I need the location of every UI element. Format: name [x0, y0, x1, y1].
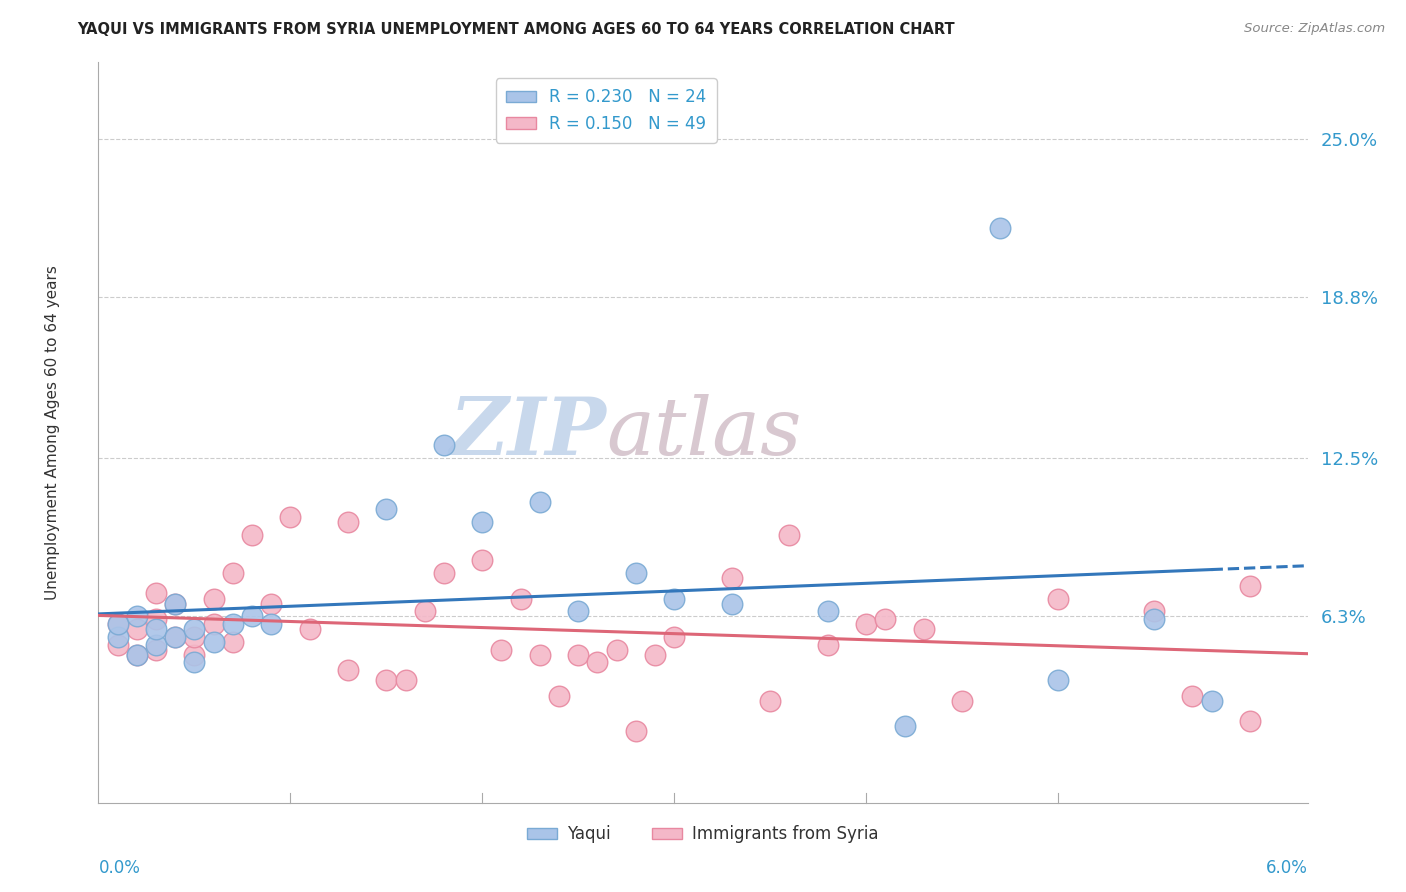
Point: [875, 612, 897, 626]
Point: [471, 515, 494, 529]
Point: [817, 638, 839, 652]
Point: [107, 638, 129, 652]
Point: [107, 617, 129, 632]
Point: [240, 609, 263, 624]
Point: [222, 635, 245, 649]
Point: [1239, 714, 1261, 728]
Point: [509, 591, 531, 606]
Point: [433, 566, 456, 580]
Point: [125, 648, 148, 662]
Point: [183, 648, 205, 662]
Point: [202, 591, 225, 606]
Point: [145, 612, 167, 626]
Point: [1047, 591, 1070, 606]
Text: Unemployment Among Ages 60 to 64 years: Unemployment Among Ages 60 to 64 years: [45, 265, 60, 600]
Point: [529, 648, 551, 662]
Point: [567, 648, 589, 662]
Point: [145, 638, 167, 652]
Point: [624, 566, 647, 580]
Point: [855, 617, 877, 632]
Point: [1181, 689, 1204, 703]
Point: [586, 656, 609, 670]
Point: [778, 527, 800, 541]
Point: [145, 642, 167, 657]
Text: atlas: atlas: [606, 394, 801, 471]
Point: [606, 642, 628, 657]
Point: [125, 622, 148, 636]
Point: [990, 221, 1012, 235]
Point: [664, 630, 686, 644]
Point: [1201, 694, 1223, 708]
Point: [1047, 673, 1070, 688]
Point: [260, 617, 283, 632]
Point: [375, 673, 398, 688]
Point: [183, 630, 205, 644]
Point: [183, 622, 205, 636]
Legend: Yaqui, Immigrants from Syria: Yaqui, Immigrants from Syria: [520, 819, 886, 850]
Point: [413, 604, 436, 618]
Point: [183, 656, 205, 670]
Point: [720, 597, 742, 611]
Point: [165, 630, 187, 644]
Point: [1143, 612, 1166, 626]
Point: [298, 622, 321, 636]
Point: [471, 553, 494, 567]
Point: [240, 527, 263, 541]
Text: 0.0%: 0.0%: [98, 859, 141, 877]
Point: [394, 673, 416, 688]
Point: [222, 566, 245, 580]
Point: [165, 630, 187, 644]
Point: [222, 617, 245, 632]
Text: 6.0%: 6.0%: [1265, 859, 1308, 877]
Point: [280, 509, 302, 524]
Point: [491, 642, 513, 657]
Point: [125, 648, 148, 662]
Point: [433, 438, 456, 452]
Point: [107, 630, 129, 644]
Point: [165, 597, 187, 611]
Point: [375, 502, 398, 516]
Point: [664, 591, 686, 606]
Point: [1143, 604, 1166, 618]
Point: [107, 617, 129, 632]
Point: [202, 617, 225, 632]
Point: [336, 515, 359, 529]
Point: [893, 719, 915, 733]
Point: [336, 663, 359, 677]
Point: [260, 597, 283, 611]
Text: YAQUI VS IMMIGRANTS FROM SYRIA UNEMPLOYMENT AMONG AGES 60 TO 64 YEARS CORRELATIO: YAQUI VS IMMIGRANTS FROM SYRIA UNEMPLOYM…: [77, 22, 955, 37]
Point: [145, 586, 167, 600]
Point: [165, 597, 187, 611]
Point: [720, 571, 742, 585]
Text: ZIP: ZIP: [450, 394, 606, 471]
Point: [759, 694, 782, 708]
Point: [567, 604, 589, 618]
Point: [644, 648, 666, 662]
Point: [912, 622, 935, 636]
Point: [202, 635, 225, 649]
Point: [125, 609, 148, 624]
Point: [529, 494, 551, 508]
Point: [624, 724, 647, 739]
Text: Source: ZipAtlas.com: Source: ZipAtlas.com: [1244, 22, 1385, 36]
Point: [1239, 579, 1261, 593]
Point: [817, 604, 839, 618]
Point: [145, 622, 167, 636]
Point: [548, 689, 571, 703]
Point: [950, 694, 973, 708]
